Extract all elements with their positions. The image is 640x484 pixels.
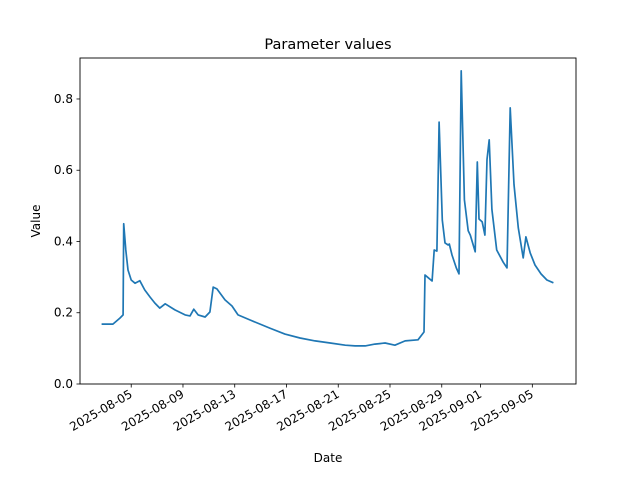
x-axis-label: Date [314,451,343,465]
y-tick-label: 0.6 [54,163,73,177]
y-tick-label: 0.2 [54,306,73,320]
series-line [101,69,554,347]
y-tick-label: 0.8 [54,92,73,106]
plot-frame [79,57,577,385]
chart-title: Parameter values [264,37,391,53]
y-axis-label: Value [29,205,43,238]
y-tick-label: 0.0 [54,377,73,391]
y-axis: 0.0 0.2 0.4 0.6 0.8 [54,92,80,391]
y-tick-label: 0.4 [54,234,73,248]
x-axis: 2025-08-052025-08-092025-08-132025-08-17… [67,384,536,434]
